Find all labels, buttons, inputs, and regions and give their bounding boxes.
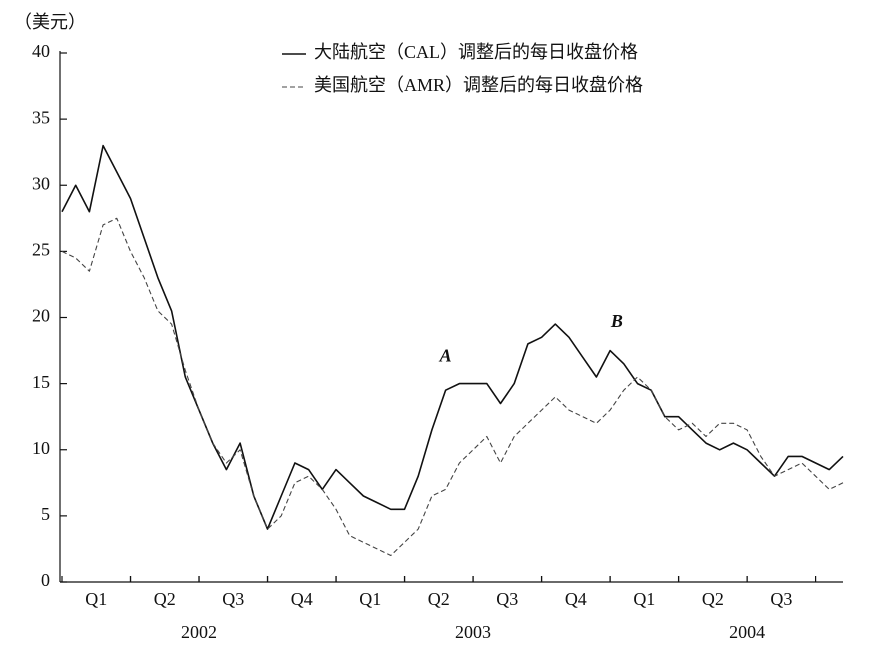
y-tick-label: 15: [32, 372, 50, 392]
year-label: 2003: [455, 622, 491, 642]
x-tick-label: Q1: [633, 589, 655, 609]
legend-label: 大陆航空（CAL）调整后的每日收盘价格: [314, 42, 638, 62]
x-tick-label: Q4: [291, 589, 313, 609]
x-tick-label: Q2: [154, 589, 176, 609]
annotation: A: [439, 345, 452, 365]
x-tick-label: Q2: [702, 589, 724, 609]
year-label: 2004: [729, 622, 765, 642]
y-tick-label: 35: [32, 107, 50, 127]
x-tick-label: Q1: [85, 589, 107, 609]
x-tick-label: Q3: [496, 589, 518, 609]
x-tick-label: Q3: [770, 589, 792, 609]
year-label: 2002: [181, 622, 217, 642]
y-tick-label: 40: [32, 41, 50, 61]
y-tick-label: 20: [32, 306, 50, 326]
x-tick-label: Q2: [428, 589, 450, 609]
y-tick-label: 0: [41, 570, 50, 590]
legend-label: 美国航空（AMR）调整后的每日收盘价格: [314, 75, 643, 95]
y-tick-label: 5: [41, 504, 50, 524]
series-line: [61, 144, 844, 530]
unit-label: （美元）: [14, 12, 86, 32]
y-tick-label: 10: [32, 438, 50, 458]
x-tick-label: Q1: [359, 589, 381, 609]
y-tick-label: 30: [32, 173, 50, 193]
y-tick-label: 25: [32, 240, 50, 260]
x-tick-label: Q4: [565, 589, 587, 609]
annotation: B: [610, 311, 623, 331]
x-tick-label: Q3: [222, 589, 244, 609]
series-line: [61, 217, 844, 557]
